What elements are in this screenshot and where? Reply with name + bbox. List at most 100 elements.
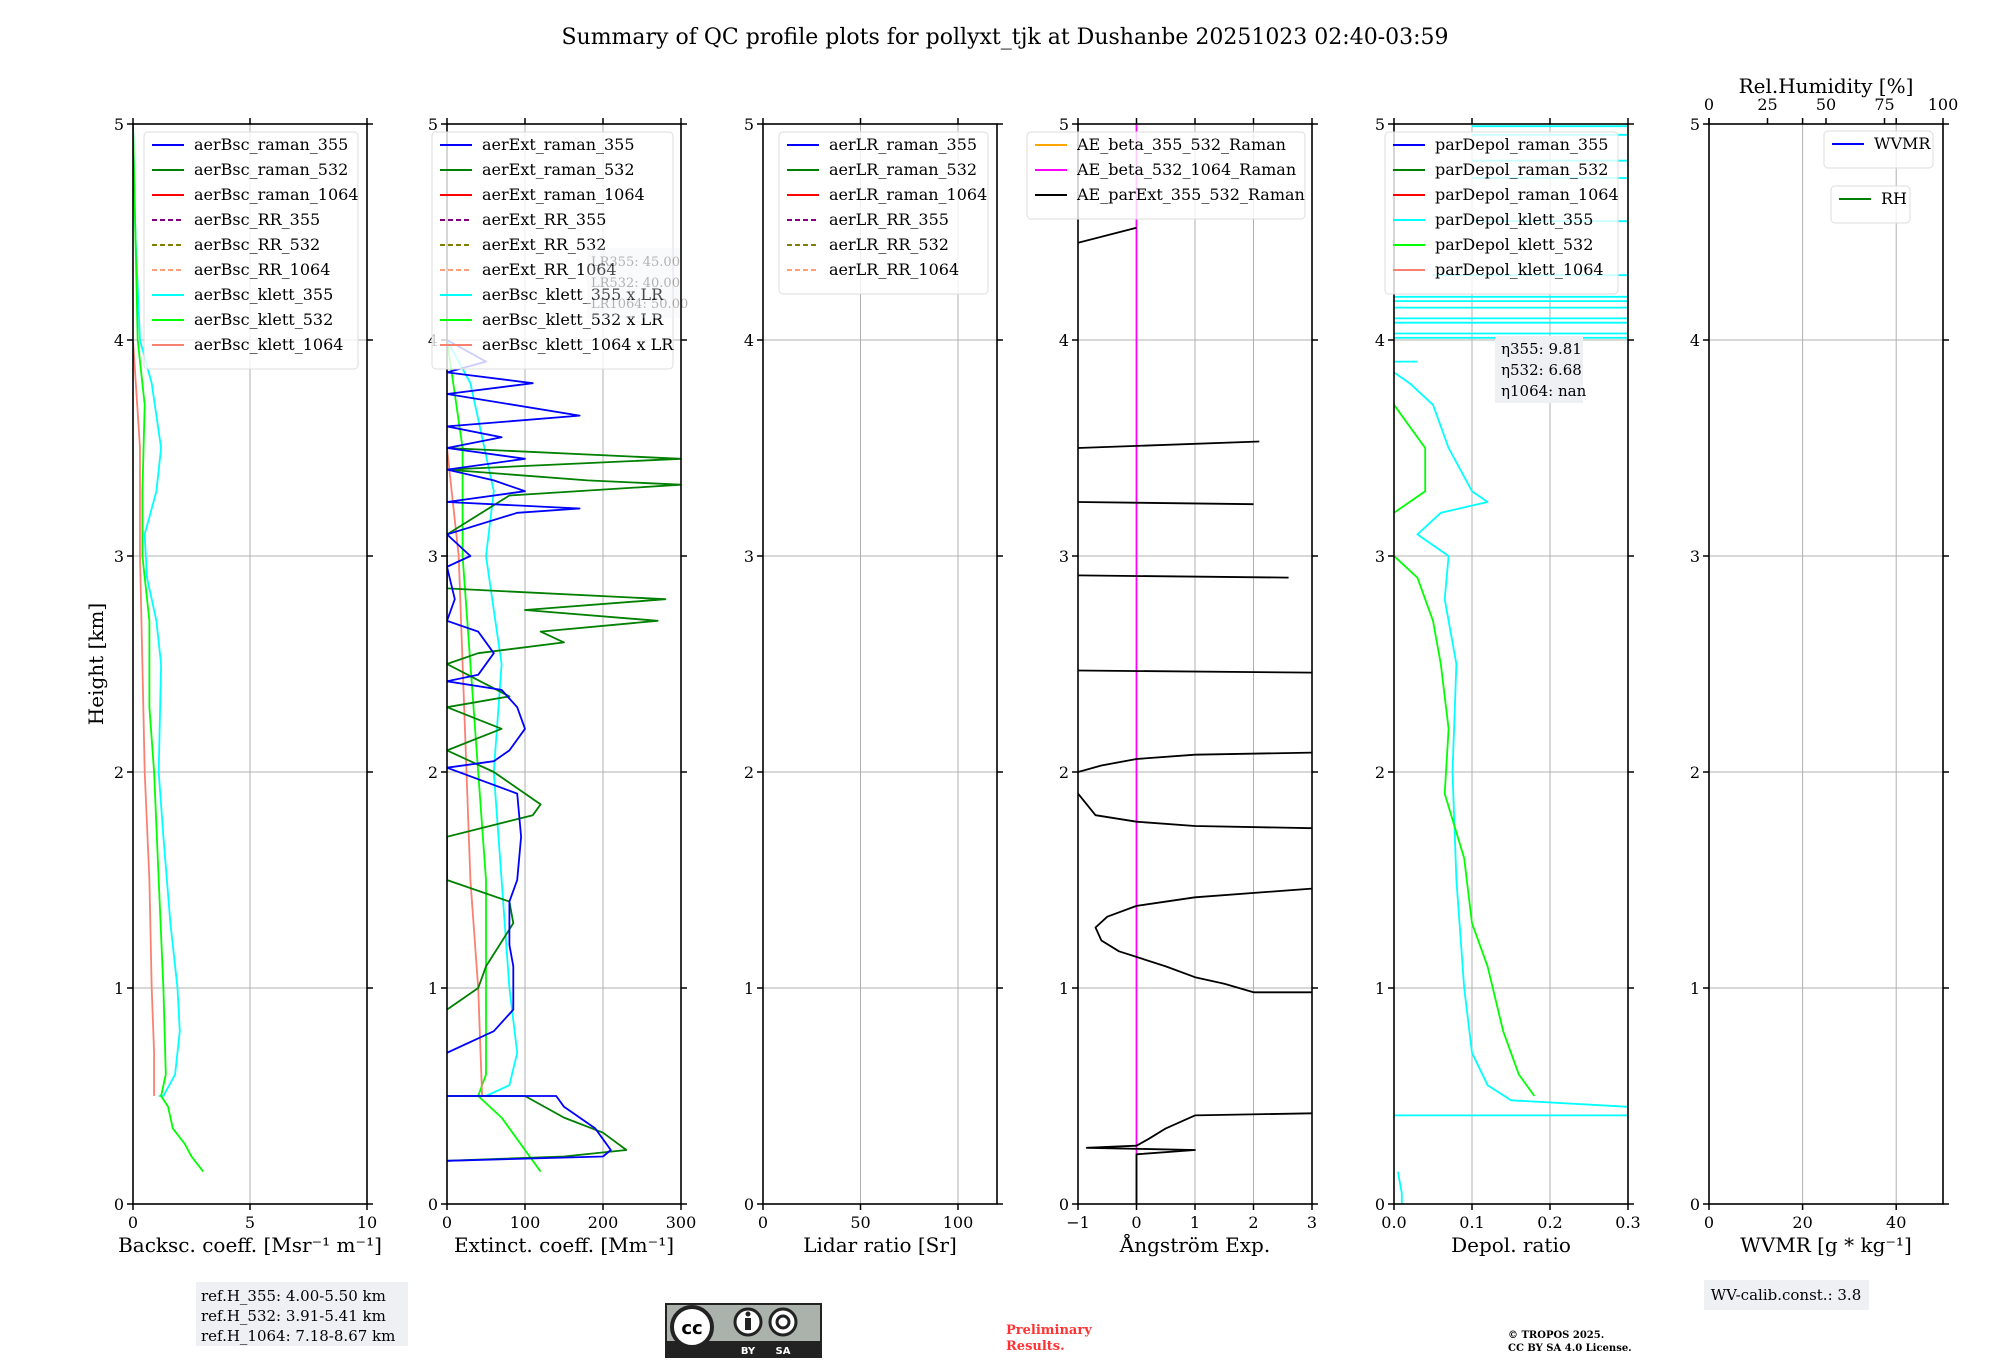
panel-water-vapor-legend-box: [1823, 130, 1934, 169]
x-tick-label: 2: [1248, 1213, 1258, 1232]
x-tick-label: 1: [1190, 1213, 1200, 1232]
eta-value: η532: 6.68: [1501, 361, 1582, 379]
cc-sa-label: SA: [776, 1346, 791, 1357]
legend-entry: aerBsc_klett_1064 x LR: [482, 335, 674, 354]
legend-entry: aerLR_RR_1064: [829, 260, 959, 279]
y-tick-label: 5: [1690, 115, 1700, 134]
y-tick-label: 3: [1059, 547, 1069, 566]
legend-entry: parDepol_klett_532: [1435, 235, 1593, 254]
y-tick-label: 1: [428, 979, 438, 998]
panel-water-vapor: 0 20 40 0 1 2 3 4 5 WVMR [g * kg⁻¹] 0 25 50 75 100 Rel.…: [1690, 74, 1958, 1257]
y-tick-label: 5: [1375, 115, 1385, 134]
x-tick-label: 40: [1886, 1213, 1906, 1232]
series-line-aerExt_raman_532: [447, 1095, 628, 1162]
y-tick-label: 0: [744, 1195, 754, 1214]
x-axis-label: Ångström Exp.: [1119, 1232, 1270, 1257]
series-line-AE_parExt_355_532_Raman: [1085, 1112, 1312, 1204]
ref-height-532: ref.H_532: 3.91-5.41 km: [201, 1307, 386, 1325]
legend-entry: aerExt_raman_1064: [482, 185, 645, 204]
series-line-aerExt_raman_532: [447, 447, 681, 1011]
y-tick-label: 4: [114, 331, 124, 350]
legend-entry: aerBsc_klett_532: [194, 310, 333, 329]
x-tick-label: 0.3: [1615, 1213, 1640, 1232]
legend-entry: aerExt_raman_532: [482, 160, 635, 179]
legend-entry: AE_beta_532_1064_Raman: [1076, 160, 1296, 179]
x-tick-label: −1: [1066, 1213, 1090, 1232]
y-tick-label: 2: [744, 763, 754, 782]
legend-entry: aerBsc_klett_355 x LR: [482, 285, 664, 304]
x-axis-label: Backsc. coeff. [Msr⁻¹ m⁻¹]: [118, 1233, 382, 1257]
legend-entry: aerLR_raman_532: [829, 160, 977, 179]
x-tick-label: 0.1: [1459, 1213, 1484, 1232]
copyright-line-2: CC BY SA 4.0 License.: [1508, 1343, 1632, 1354]
legend-entry: aerExt_raman_355: [482, 135, 635, 154]
cc-by-label: BY: [741, 1346, 756, 1357]
legend-entry: aerBsc_klett_355: [194, 285, 333, 304]
y-tick-label: 0: [428, 1195, 438, 1214]
legend-entry: aerBsc_raman_532: [194, 160, 348, 179]
axes-frame: [762, 123, 998, 1205]
x-tick-label: 0: [442, 1213, 452, 1232]
lidar-ratio-value: LR532: 40.00: [591, 276, 680, 291]
y-tick-label: 2: [1690, 763, 1700, 782]
series-line-parDepol_klett_355: [1397, 1171, 1403, 1204]
x-tick-label: 100: [510, 1213, 541, 1232]
x-tick-label: 20: [1792, 1213, 1812, 1232]
legend-entry: aerLR_RR_532: [829, 235, 949, 254]
y-tick-label: 5: [744, 115, 754, 134]
y-tick-label: 3: [114, 547, 124, 566]
legend-entry: aerBsc_klett_532 x LR: [482, 310, 664, 329]
x-tick-label: 300: [666, 1213, 697, 1232]
wv-calib-const: WV-calib.const.: 3.8: [1711, 1286, 1862, 1304]
y-tick-label: 5: [114, 115, 124, 134]
panel-depol: 0.0 0.1 0.2 0.3 0 1 2 3 4 5 Depol. ratio parDepol_r…: [1375, 115, 1641, 1257]
results-label: Results.: [1006, 1339, 1065, 1354]
x-tick-label: 5: [245, 1213, 255, 1232]
y-tick-label: 3: [428, 547, 438, 566]
eta-annotation-box: [1495, 336, 1583, 403]
series-group: [133, 124, 204, 1173]
legend-entry: aerBsc_RR_1064: [194, 260, 330, 279]
legend-entry: parDepol_raman_532: [1435, 160, 1608, 179]
y-tick-label: 1: [114, 979, 124, 998]
x-tick-label: 100: [943, 1213, 974, 1232]
legend-entry: aerLR_raman_355: [829, 135, 977, 154]
x-tick-label: 10: [357, 1213, 377, 1232]
ref-height-1064: ref.H_1064: 7.18-8.67 km: [201, 1327, 395, 1345]
y-tick-label: 0: [114, 1195, 124, 1214]
legend-entry: WVMR: [1874, 134, 1931, 153]
axes-frame: [446, 123, 682, 1205]
series-line-AE_parExt_355_532_Raman: [1078, 226, 1137, 244]
series-line-AE_parExt_355_532_Raman: [1078, 440, 1260, 449]
ref-height-355: ref.H_355: 4.00-5.50 km: [201, 1287, 386, 1305]
preliminary-label: Preliminary: [1006, 1323, 1092, 1338]
legend-entry: aerBsc_RR_532: [194, 235, 320, 254]
cc-by-sa-logo: cc BY SA: [665, 1303, 822, 1358]
top-x-tick-label: 25: [1757, 95, 1777, 114]
x-axis-label: Extinct. coeff. [Mm⁻¹]: [454, 1233, 674, 1257]
axes-frame: [1393, 123, 1629, 1205]
panel-extinction: 0100200300012345Extinct. coeff. [Mm⁻¹]ae…: [428, 115, 696, 1257]
top-x-tick-label: 50: [1816, 95, 1836, 114]
panel-lidar-ratio-legend-box: [778, 131, 989, 295]
x-axis-label: WVMR [g * kg⁻¹]: [1740, 1233, 1912, 1257]
legend-entry: aerExt_RR_355: [482, 210, 606, 229]
series-line-AE_parExt_355_532_Raman: [1094, 887, 1312, 994]
legend-entry: aerBsc_klett_1064: [194, 335, 343, 354]
y-tick-label: 1: [1059, 979, 1069, 998]
axes-frame: [1708, 123, 1944, 1205]
y-tick-label: 3: [1690, 547, 1700, 566]
panel-angstrom-legend-box: [1026, 131, 1306, 220]
annotation-box: [587, 248, 680, 318]
series-line-AE_parExt_355_532_Raman: [1078, 793, 1312, 830]
y-tick-label: 4: [1059, 331, 1069, 350]
series-line-aerBsc_klett_532 x LR: [447, 339, 542, 1173]
legend-entry: parDepol_klett_355: [1435, 210, 1593, 229]
legend-entry: aerExt_RR_1064: [482, 260, 617, 279]
legend-entry: aerExt_RR_532: [482, 235, 606, 254]
y-tick-label: 4: [1690, 331, 1700, 350]
y-tick-label: 4: [744, 331, 754, 350]
eta-value: η1064: nan: [1501, 382, 1587, 400]
